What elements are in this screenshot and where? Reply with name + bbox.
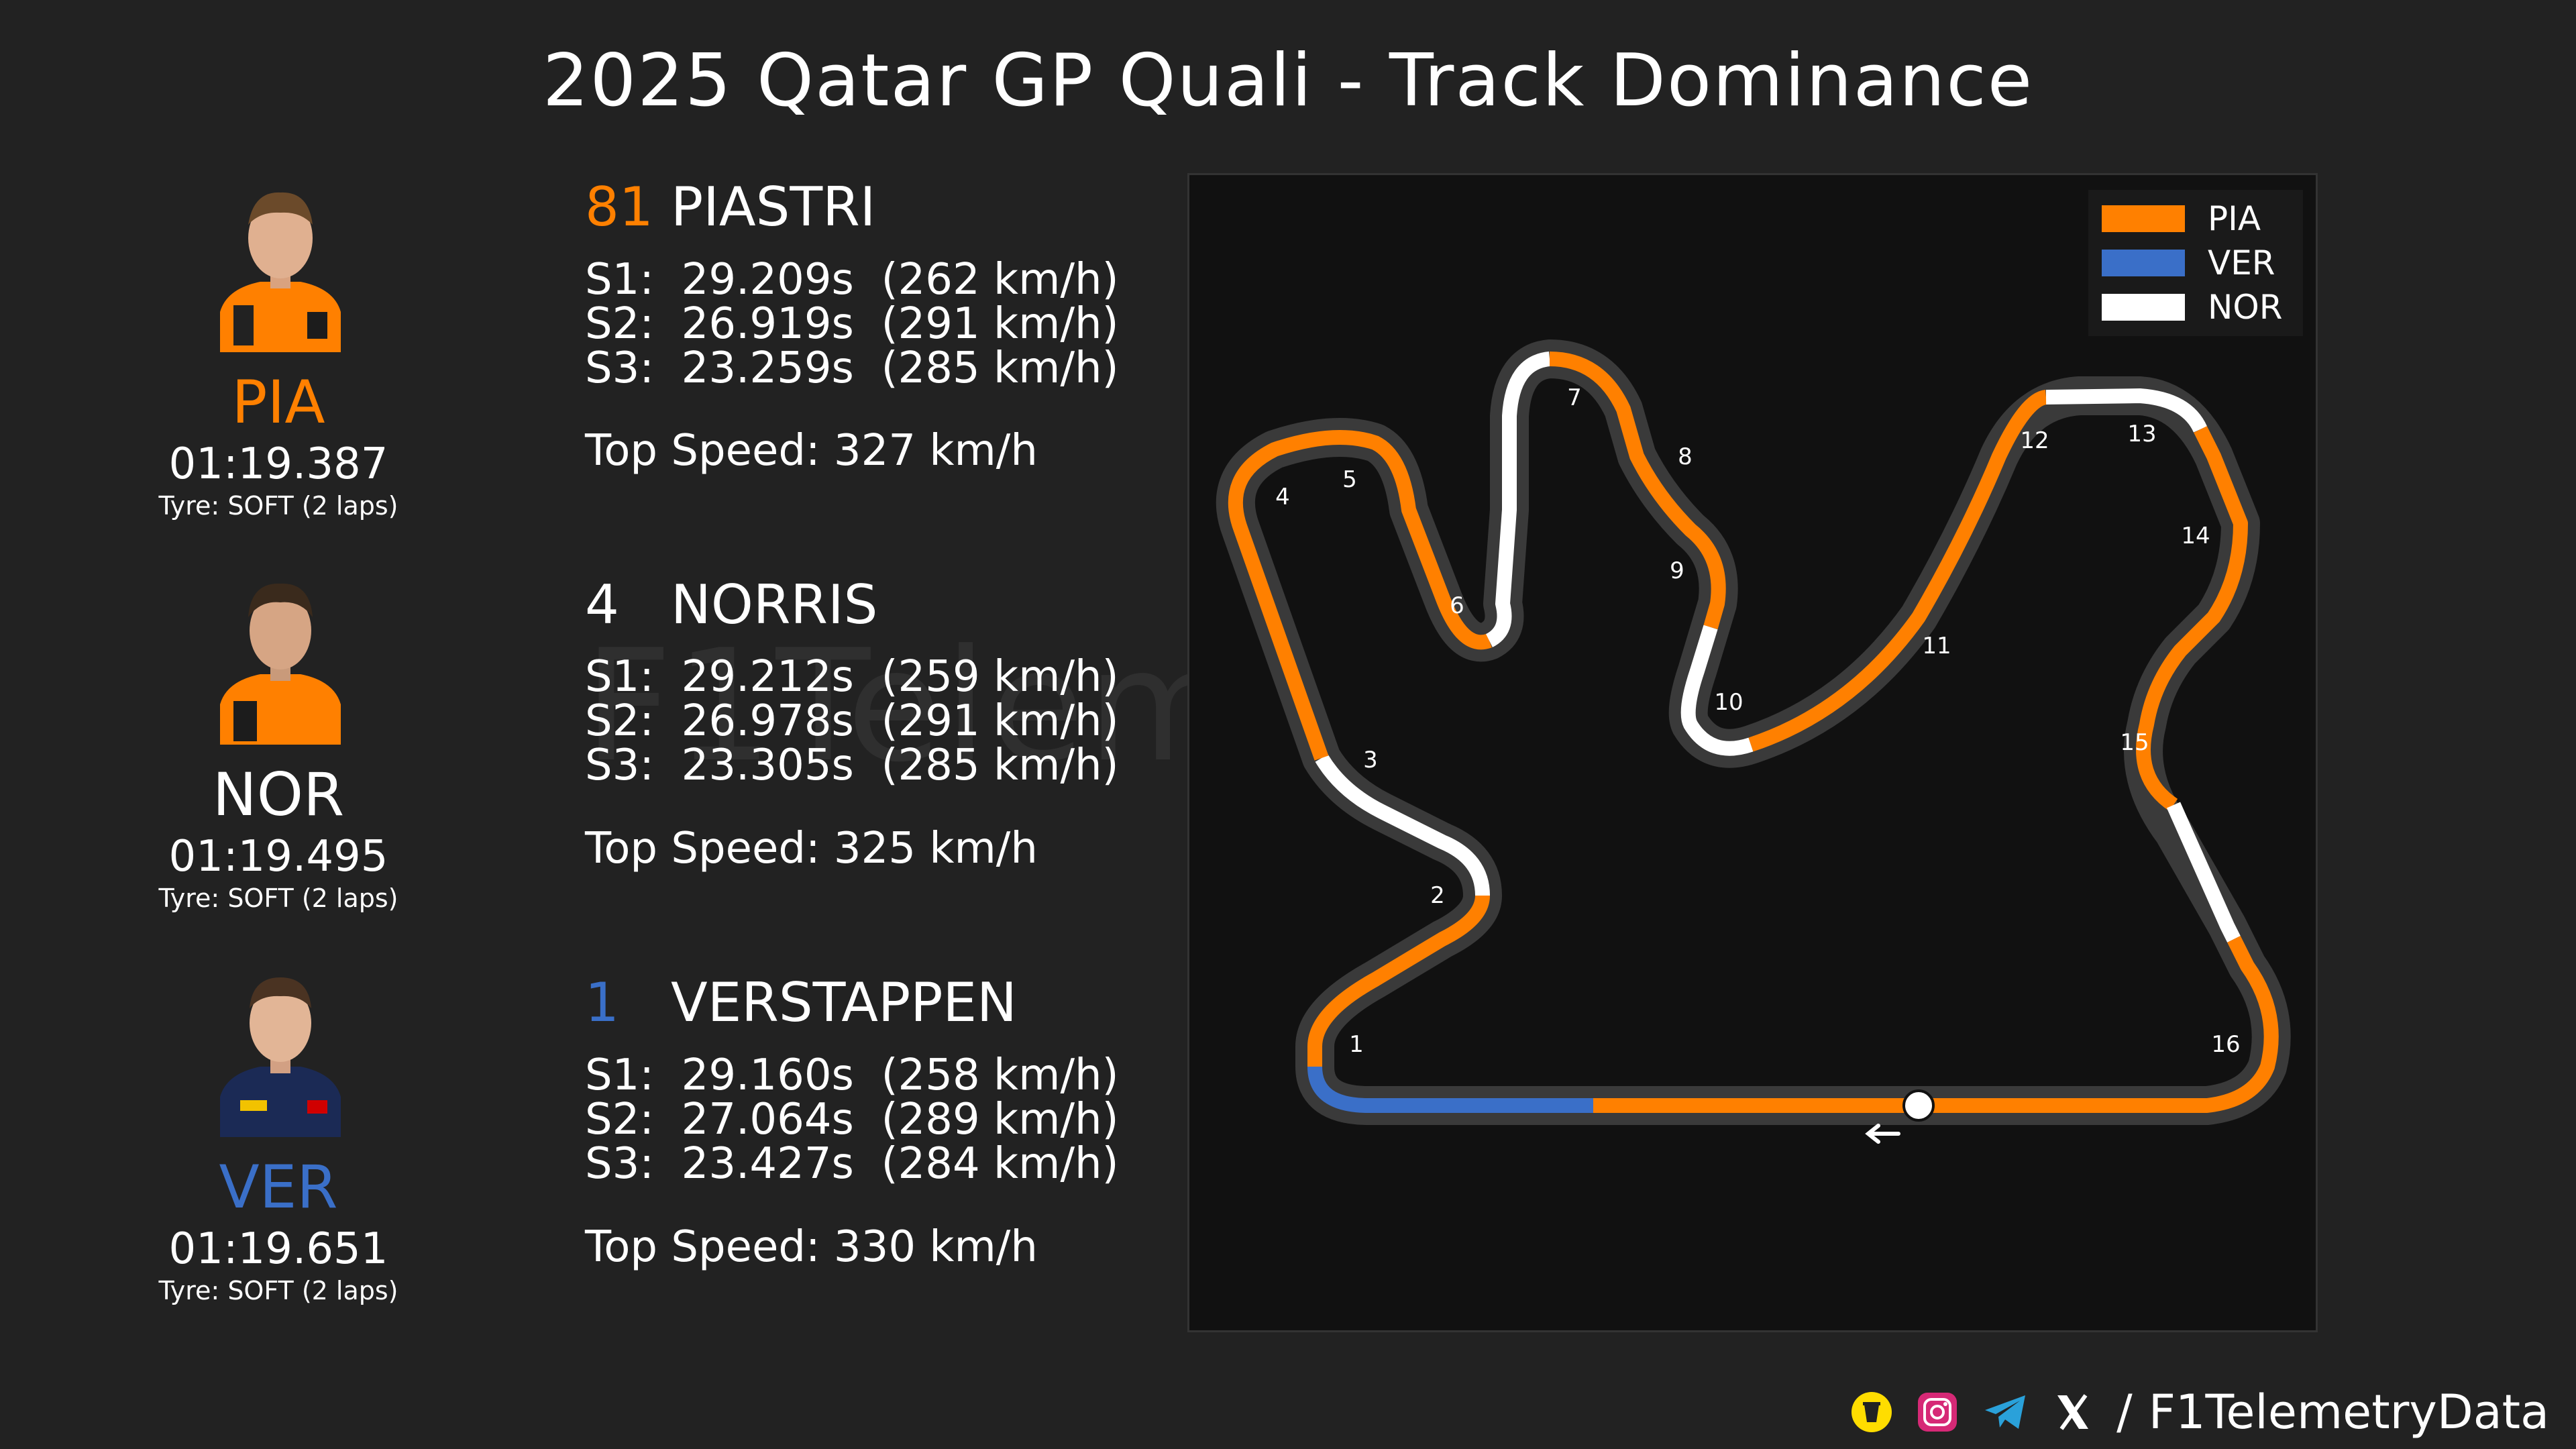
legend-item-ver: VER bbox=[2102, 241, 2275, 285]
driver-photo-nor bbox=[207, 564, 354, 745]
corner-label-3: 3 bbox=[1363, 747, 1378, 773]
buymeacoffee-icon[interactable] bbox=[1851, 1391, 1892, 1433]
corner-label-4: 4 bbox=[1275, 484, 1290, 511]
track-segment-ver bbox=[1307, 1066, 1593, 1113]
driver-name-ver: VERSTAPPEN bbox=[671, 971, 1017, 1034]
corner-label-10: 10 bbox=[1714, 689, 1743, 716]
track-segment-nor bbox=[1680, 625, 1754, 756]
driver-header-pia: 81 PIASTRI bbox=[585, 176, 875, 238]
legend-swatch-ver bbox=[2102, 250, 2185, 276]
driver-code-nor: NOR bbox=[212, 760, 345, 829]
driver-name-nor: NORRIS bbox=[671, 574, 878, 636]
driver-name-pia: PIASTRI bbox=[671, 176, 876, 238]
track-segment-pia bbox=[1593, 936, 2279, 1113]
legend-item-nor: NOR bbox=[2102, 285, 2283, 329]
footer-handle[interactable]: F1TelemetryData bbox=[2148, 1385, 2549, 1440]
legend: PIA VER NOR bbox=[2088, 190, 2303, 336]
sector3-ver: S3: 23.427s (284 km/h) bbox=[585, 1139, 1119, 1189]
legend-swatch-pia bbox=[2102, 205, 2185, 232]
instagram-icon[interactable] bbox=[1917, 1391, 1958, 1433]
sector1-pia: S1: 29.209s (262 km/h) bbox=[585, 255, 1119, 305]
lap-time-ver: 01:19.651 bbox=[168, 1224, 388, 1274]
corner-label-14: 14 bbox=[2181, 523, 2210, 549]
driver-photo-pia bbox=[207, 171, 354, 352]
x-icon[interactable] bbox=[2053, 1393, 2092, 1432]
page-title: 2025 Qatar GP Quali - Track Dominance bbox=[542, 39, 2034, 123]
corner-label-1: 1 bbox=[1349, 1031, 1364, 1058]
corner-label-2: 2 bbox=[1430, 882, 1445, 909]
legend-label-pia: PIA bbox=[2208, 199, 2261, 238]
tyre-info-ver: Tyre: SOFT (2 laps) bbox=[158, 1276, 398, 1305]
corner-label-9: 9 bbox=[1670, 557, 1684, 584]
legend-label-ver: VER bbox=[2208, 244, 2275, 282]
driver-number-pia: 81 bbox=[585, 176, 653, 238]
footer: / F1TelemetryData bbox=[1851, 1379, 2549, 1446]
top-speed-ver: Top Speed: 330 km/h bbox=[585, 1222, 1038, 1272]
track-outline bbox=[1216, 339, 2291, 1125]
track-segment-pia bbox=[2136, 426, 2248, 812]
track-map-panel: 1 2 3 4 5 6 7 8 9 10 11 12 13 14 15 16 PIA VER NOR bbox=[1187, 173, 2318, 1332]
corner-label-13: 13 bbox=[2127, 421, 2156, 447]
track-segment-nor bbox=[2166, 802, 2241, 943]
track-segment-nor bbox=[1485, 352, 1551, 647]
corner-label-5: 5 bbox=[1342, 466, 1357, 493]
driver-code-ver: VER bbox=[219, 1152, 338, 1222]
sector3-pia: S3: 23.259s (285 km/h) bbox=[585, 343, 1119, 393]
direction-arrow-icon bbox=[1865, 1124, 1900, 1144]
sector2-pia: S2: 26.919s (291 km/h) bbox=[585, 299, 1119, 349]
tyre-info-nor: Tyre: SOFT (2 laps) bbox=[158, 883, 398, 913]
track-segments bbox=[1228, 352, 2279, 1113]
track-segment-pia bbox=[1228, 430, 1492, 761]
top-speed-pia: Top Speed: 327 km/h bbox=[585, 426, 1038, 476]
track-segment-pia bbox=[1549, 352, 1726, 630]
corner-label-6: 6 bbox=[1450, 592, 1464, 619]
tyre-info-pia: Tyre: SOFT (2 laps) bbox=[158, 491, 398, 521]
start-finish-marker bbox=[1902, 1089, 1935, 1122]
lap-time-nor: 01:19.495 bbox=[168, 832, 388, 881]
lap-time-pia: 01:19.387 bbox=[168, 439, 388, 489]
footer-separator: / bbox=[2116, 1385, 2133, 1440]
telegram-icon[interactable] bbox=[1982, 1391, 2029, 1433]
corner-label-12: 12 bbox=[2020, 427, 2049, 454]
corner-label-15: 15 bbox=[2120, 729, 2149, 756]
sector2-ver: S2: 27.064s (289 km/h) bbox=[585, 1095, 1119, 1144]
legend-item-pia: PIA bbox=[2102, 197, 2261, 241]
sector1-ver: S1: 29.160s (258 km/h) bbox=[585, 1051, 1119, 1100]
legend-swatch-nor bbox=[2102, 294, 2185, 321]
corner-label-8: 8 bbox=[1678, 443, 1693, 470]
sector3-nor: S3: 23.305s (285 km/h) bbox=[585, 741, 1119, 790]
track-segment-pia bbox=[1307, 895, 1490, 1067]
top-speed-nor: Top Speed: 325 km/h bbox=[585, 824, 1038, 873]
corner-label-7: 7 bbox=[1567, 384, 1582, 411]
corner-label-16: 16 bbox=[2211, 1031, 2240, 1058]
driver-photo-ver bbox=[207, 956, 354, 1137]
driver-header-nor: 4 NORRIS bbox=[585, 574, 877, 636]
driver-number-nor: 4 bbox=[585, 574, 619, 636]
track-segment-nor bbox=[1315, 754, 1490, 896]
legend-label-nor: NOR bbox=[2208, 288, 2283, 327]
track-segment-nor bbox=[2045, 388, 2208, 433]
sector1-nor: S1: 29.212s (259 km/h) bbox=[585, 652, 1119, 702]
driver-number-ver: 1 bbox=[585, 971, 619, 1034]
driver-header-ver: 1 VERSTAPPEN bbox=[585, 971, 1017, 1034]
track-segment-pia bbox=[1748, 390, 2048, 752]
corner-label-11: 11 bbox=[1922, 633, 1951, 659]
sector2-nor: S2: 26.978s (291 km/h) bbox=[585, 696, 1119, 746]
driver-code-pia: PIA bbox=[231, 368, 325, 437]
